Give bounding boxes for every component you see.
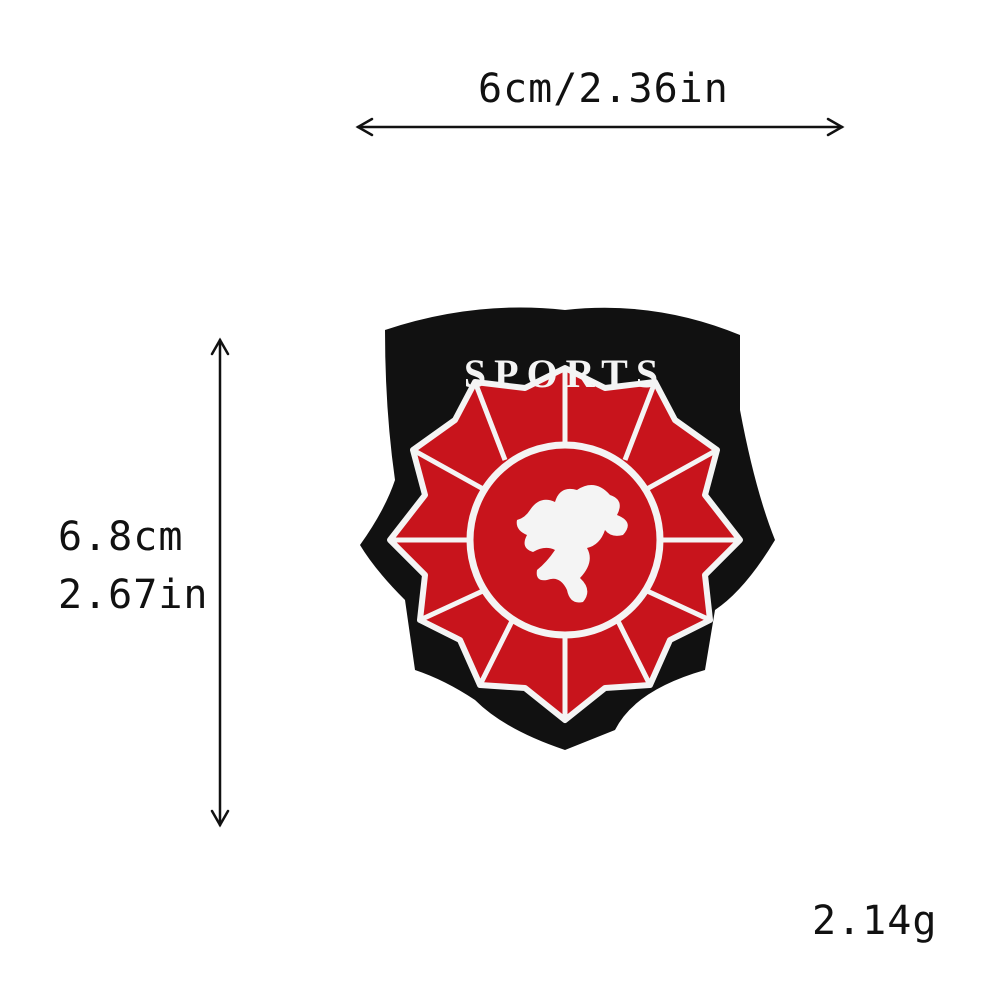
width-arrow-left-head bbox=[355, 117, 374, 137]
sports-patch-image: SPORTS bbox=[360, 307, 775, 750]
patch-sports-text: SPORTS bbox=[464, 351, 666, 396]
height-arrow-top-head bbox=[210, 337, 230, 356]
weight-label: 2.14g bbox=[812, 898, 938, 944]
height-arrow-bottom-head bbox=[210, 809, 230, 828]
height-in-label: 2.67in bbox=[58, 572, 209, 618]
lion-emblem bbox=[516, 485, 628, 603]
width-arrow-right-head bbox=[826, 117, 845, 137]
height-cm-label: 6.8cm bbox=[58, 514, 184, 560]
width-label: 6cm/2.36in bbox=[478, 66, 729, 112]
